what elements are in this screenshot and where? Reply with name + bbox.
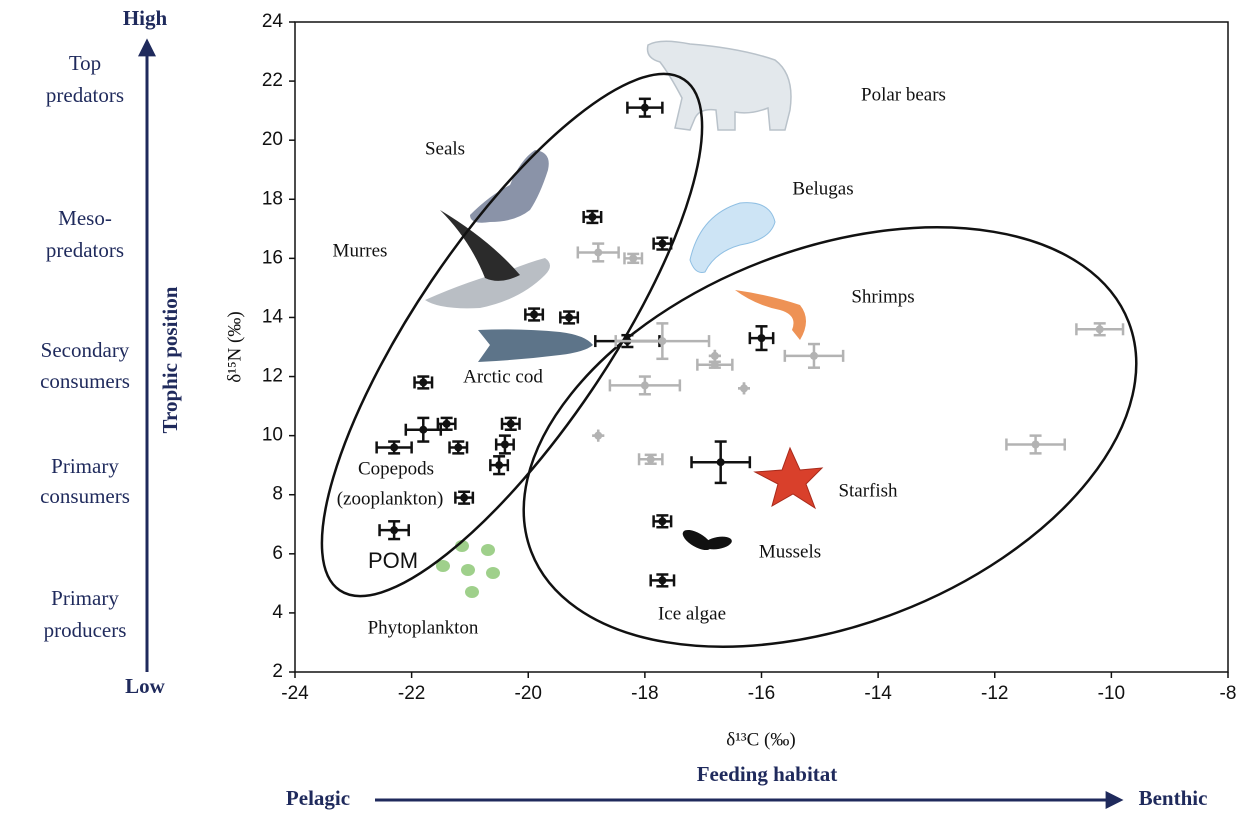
annotation: Copepods	[358, 458, 434, 479]
x-tick-label: -8	[1220, 683, 1237, 704]
point	[710, 360, 719, 369]
y-tick-label: 18	[262, 188, 283, 209]
habitat-left: Pelagic	[286, 786, 350, 810]
y-tick-label: 8	[272, 484, 283, 505]
point	[646, 455, 655, 464]
x-tick-label: -12	[981, 683, 1008, 704]
x-tick-label: -24	[281, 683, 309, 704]
point	[419, 378, 428, 387]
trophic-level: consumers	[40, 484, 130, 508]
point	[1031, 440, 1040, 449]
trophic-level: Top	[69, 51, 101, 75]
point-series	[576, 242, 1125, 466]
annotation: Starfish	[838, 480, 898, 501]
pelagic-ellipse	[320, 72, 704, 598]
murre-icon	[425, 258, 550, 309]
point	[740, 384, 749, 393]
trophic-title: Trophic position	[158, 286, 182, 433]
x-tick-label: -10	[1098, 683, 1125, 704]
beluga-icon	[689, 202, 776, 273]
habitat-right: Benthic	[1139, 786, 1208, 810]
point	[594, 248, 603, 257]
trophic-level: Primary	[51, 586, 119, 610]
point	[710, 351, 719, 360]
point	[565, 313, 574, 322]
y-tick-label: 22	[262, 70, 283, 91]
benthic-ellipse	[522, 226, 1138, 648]
y-tick-label: 20	[262, 129, 283, 150]
mussel-icon	[682, 529, 712, 551]
point	[658, 239, 667, 248]
trophic-level: predators	[46, 238, 124, 262]
point	[588, 213, 597, 221]
point	[1095, 325, 1104, 334]
point	[629, 254, 638, 263]
trophic-level: producers	[44, 618, 127, 642]
y-tick-label: 12	[262, 366, 283, 387]
point	[460, 493, 469, 502]
y-tick-label: 4	[272, 602, 283, 623]
x-tick-label: -22	[398, 683, 425, 704]
trophic-level: predators	[46, 83, 124, 107]
x-tick-label: -16	[748, 683, 775, 704]
y-tick-label: 24	[262, 11, 284, 32]
trophic-level: Meso-	[58, 206, 112, 230]
point	[390, 526, 399, 535]
y-tick-label: 16	[262, 247, 283, 268]
annotation: Seals	[425, 138, 465, 159]
annotation: POM	[368, 548, 418, 573]
x-tick-label: -14	[864, 683, 892, 704]
point	[419, 425, 428, 434]
point	[757, 334, 766, 343]
point	[495, 461, 504, 470]
x-tick-label: -20	[515, 683, 542, 704]
trophic-low: Low	[125, 674, 166, 698]
point	[506, 419, 515, 428]
annotation: Polar bears	[861, 84, 946, 105]
point	[658, 337, 667, 346]
y-tick-label: 6	[272, 543, 283, 564]
annotation: (zooplankton)	[337, 488, 444, 509]
y-tick-label: 10	[262, 425, 283, 446]
trophic-level: consumers	[40, 369, 130, 393]
point	[640, 103, 649, 112]
polar-bear-icon	[646, 40, 792, 131]
x-tick-label: -18	[631, 683, 658, 704]
annotation: Mussels	[759, 541, 821, 562]
shrimp-icon	[735, 290, 806, 340]
annotation: Ice algae	[658, 603, 726, 624]
phytoplankton-icon	[436, 540, 500, 598]
annotation: Belugas	[792, 178, 853, 199]
icons	[425, 40, 824, 598]
y-tick-label: 2	[272, 661, 283, 682]
annotation: Phytoplankton	[368, 617, 479, 638]
trophic-level: Primary	[51, 454, 119, 478]
starfish-icon	[753, 446, 824, 510]
trophic-level: Secondary	[41, 338, 130, 362]
point-series	[375, 97, 775, 588]
trophic-high: High	[123, 6, 168, 30]
murre-wing-icon	[440, 210, 520, 281]
point	[658, 517, 667, 526]
habitat-title: Feeding habitat	[697, 762, 838, 786]
y-tick-label: 14	[262, 306, 284, 327]
point	[390, 443, 399, 452]
point	[454, 443, 463, 452]
point	[716, 458, 725, 467]
point	[530, 310, 539, 319]
annotation: Shrimps	[851, 286, 914, 307]
point	[658, 576, 667, 585]
cod-icon	[478, 329, 593, 362]
y-axis-label: δ¹⁵N (‰)	[224, 311, 245, 382]
point	[594, 431, 603, 440]
mussel-icon	[704, 536, 732, 550]
point	[809, 351, 818, 360]
point	[500, 440, 509, 449]
point	[442, 419, 451, 428]
x-axis-label: δ¹³C (‰)	[726, 729, 795, 750]
annotation: Arctic cod	[463, 366, 543, 387]
point	[640, 381, 649, 390]
annotation: Murres	[333, 240, 388, 261]
